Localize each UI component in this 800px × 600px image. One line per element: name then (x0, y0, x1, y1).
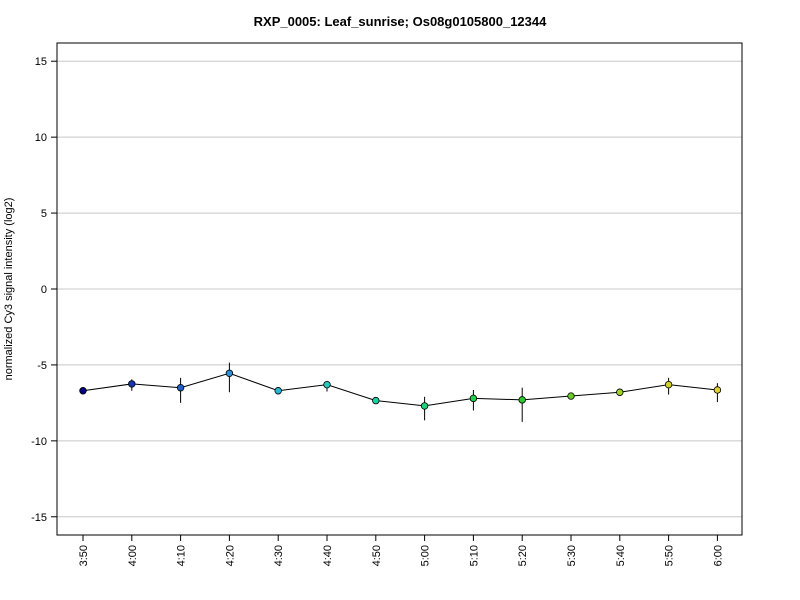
y-tick-label: -15 (31, 512, 47, 524)
data-point (79, 387, 87, 395)
x-tick-label: 3:50 (78, 545, 90, 566)
series-line (82, 372, 718, 407)
data-point (176, 384, 185, 392)
x-tick-label: 5:50 (664, 545, 676, 566)
x-tick-label: 4:00 (127, 545, 139, 566)
data-point (372, 396, 380, 405)
x-tick-label: 5:30 (566, 545, 578, 566)
x-tick-label: 4:50 (371, 545, 383, 566)
data-point (616, 388, 624, 396)
data-point (274, 387, 282, 395)
x-tick-label: 4:40 (322, 545, 334, 566)
y-tick-label: 0 (41, 284, 47, 296)
x-tick-label: 4:10 (176, 545, 188, 566)
y-tick-label: -5 (37, 360, 47, 372)
x-tick-label: 5:10 (468, 545, 480, 566)
y-axis: -15 -10 -5 0 5 10 15 (31, 56, 57, 524)
data-point (469, 394, 478, 403)
data-points (79, 369, 722, 410)
data-point (664, 380, 673, 389)
data-point (713, 386, 722, 394)
data-point (225, 369, 234, 377)
y-tick-label: 5 (41, 208, 47, 220)
x-tick-label: 5:40 (615, 545, 627, 566)
x-tick-label: 5:20 (517, 545, 529, 566)
y-tick-label: 15 (35, 56, 47, 68)
chart-title: RXP_0005: Leaf_sunrise; Os08g0105800_123… (254, 14, 547, 29)
x-tick-label: 4:30 (273, 545, 285, 566)
y-tick-label: -10 (31, 436, 47, 448)
y-axis-label: normalized Cy3 signal intensity (log2) (3, 198, 15, 381)
data-point (567, 392, 575, 400)
data-point (128, 380, 136, 388)
data-point (420, 402, 429, 410)
x-tick-label: 4:20 (224, 545, 236, 566)
x-axis: 3:50 4:00 4:10 4:20 4:30 4:40 4:50 5:00 5:10 5:20… (78, 534, 724, 566)
y-tick-label: 10 (35, 132, 47, 144)
data-point (323, 380, 331, 389)
x-tick-label: 6:00 (712, 545, 724, 566)
x-tick-label: 5:00 (420, 545, 432, 566)
data-point (518, 396, 526, 404)
grid-lines (57, 60, 742, 518)
